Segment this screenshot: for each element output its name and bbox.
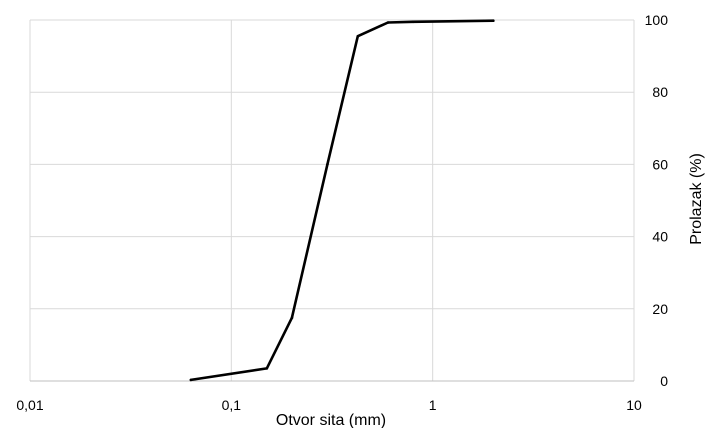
data-point [411,20,415,24]
x-axis-title: Otvor sita (mm) [276,412,386,428]
y-axis-title: Prolazak (%) [688,153,705,245]
data-point [356,34,360,38]
data-point [290,316,294,320]
series-line [189,19,495,382]
x-tick-labels: 0,01 0,1 1 10 [16,397,642,413]
series-group [189,19,495,382]
y-tick-label: 20 [652,301,668,317]
y-tick-label: 60 [652,156,668,172]
gridlines [29,19,635,381]
y-tick-label: 80 [652,84,668,100]
data-point [189,378,193,382]
data-point [326,163,329,166]
data-point [265,367,269,370]
data-point [386,21,390,24]
y-tick-label: 0 [660,373,668,389]
data-point [491,19,495,23]
y-tick-label: 100 [645,12,669,28]
x-tick-label: 1 [429,397,437,413]
x-tick-label: 10 [626,397,642,413]
y-tick-labels: 0 20 40 60 80 100 [645,12,669,389]
y-tick-label: 40 [652,229,668,245]
x-tick-label: 0,1 [222,397,242,413]
x-tick-label: 0,01 [16,397,43,413]
